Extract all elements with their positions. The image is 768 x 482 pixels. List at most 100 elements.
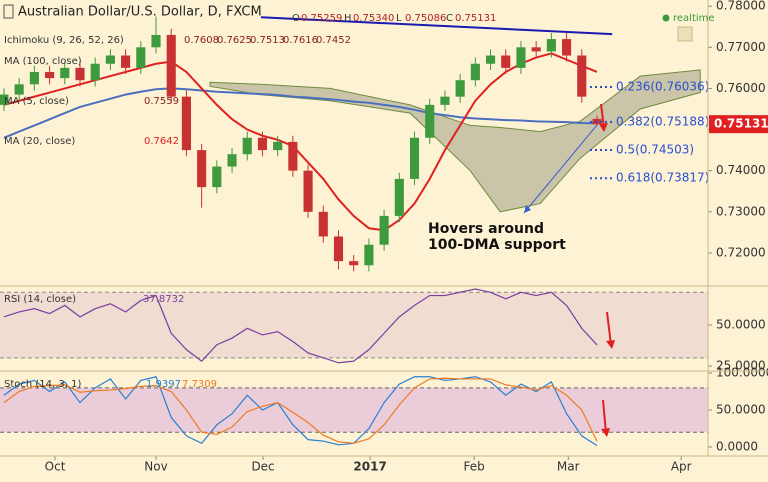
trendline bbox=[260, 16, 613, 36]
ohlc-value: 0.75340 bbox=[353, 13, 394, 24]
rsi-band bbox=[0, 292, 708, 358]
y-tick-label: 0.0000 bbox=[716, 440, 758, 454]
indicator-value: 0.7625 bbox=[217, 35, 252, 46]
candle-body bbox=[212, 166, 222, 188]
candle-body bbox=[105, 55, 115, 64]
candle-body bbox=[166, 34, 176, 97]
candle-body bbox=[227, 154, 237, 167]
indicator-value: 0.7616 bbox=[283, 35, 318, 46]
candle-body bbox=[546, 39, 556, 52]
candle-body bbox=[379, 215, 389, 245]
ohlc-name: L bbox=[396, 13, 402, 24]
candle-body bbox=[333, 236, 344, 262]
candle-body bbox=[273, 141, 283, 151]
candle-body bbox=[318, 211, 328, 237]
candle-body bbox=[288, 141, 298, 171]
indicator-value: 0.7559 bbox=[144, 96, 179, 107]
status-dot bbox=[662, 14, 670, 22]
y-tick-label: 0.78000 bbox=[716, 0, 766, 13]
candle-body bbox=[14, 84, 24, 95]
candle-body bbox=[516, 47, 526, 68]
candle-body bbox=[425, 104, 435, 138]
x-tick-label: 2017 bbox=[353, 460, 386, 474]
candle-body bbox=[531, 47, 541, 52]
x-tick-label: Mar bbox=[557, 460, 580, 474]
indicator-label: MA (100, close) bbox=[4, 56, 82, 67]
candle-body bbox=[409, 137, 420, 179]
candle-body bbox=[242, 137, 252, 155]
symbol-icon[interactable] bbox=[3, 4, 14, 19]
indicator-value: 0.7608 bbox=[184, 35, 219, 46]
red-arrow bbox=[602, 399, 607, 434]
candle-body bbox=[181, 96, 191, 151]
candle-body bbox=[136, 47, 146, 68]
candle-body bbox=[349, 261, 359, 266]
x-tick-label: Dec bbox=[251, 460, 274, 474]
arrow-head bbox=[606, 340, 615, 349]
y-tick-label: 0.73000 bbox=[716, 204, 766, 218]
ohlc-value: 0.75086 bbox=[405, 13, 446, 24]
candle-body bbox=[75, 67, 85, 81]
chart-title: Australian Dollar/U.S. Dollar, D, FXCM bbox=[18, 5, 262, 20]
rsi-line bbox=[3, 288, 598, 364]
annotation-arrow bbox=[523, 124, 598, 214]
ohlc-name: C bbox=[446, 13, 453, 24]
fib-label: 0.382(0.75188) bbox=[616, 114, 709, 128]
candle-body bbox=[440, 96, 450, 105]
indicator-label: MA (20, close) bbox=[4, 136, 75, 147]
indicator-value: 1.9397 bbox=[146, 379, 181, 390]
indicator-label: MA (5, close) bbox=[4, 96, 69, 107]
arrow-head bbox=[599, 123, 608, 132]
fib-label: 0.5(0.74503) bbox=[616, 142, 694, 156]
candle-body bbox=[470, 63, 480, 81]
arrow-head bbox=[601, 428, 610, 437]
candle-body bbox=[485, 55, 496, 64]
stoch-band bbox=[0, 387, 708, 433]
indicator-label: RSI (14, close) bbox=[4, 294, 76, 305]
ohlc-name: O bbox=[292, 13, 300, 24]
y-tick-label: 0.77000 bbox=[716, 40, 766, 54]
y-tick-label: 0.74000 bbox=[716, 163, 766, 177]
candle-body bbox=[0, 94, 9, 105]
indicator-value: 0.7452 bbox=[316, 35, 351, 46]
candle-body bbox=[303, 170, 313, 212]
arrow-head bbox=[524, 205, 531, 213]
y-tick-label: 0.76000 bbox=[716, 81, 766, 95]
candle-body bbox=[394, 178, 404, 216]
indicator-value: 0.7642 bbox=[144, 136, 179, 147]
candle-body bbox=[577, 55, 587, 97]
ohlc-name: H bbox=[344, 13, 352, 24]
stoch-line bbox=[3, 376, 598, 447]
y-tick-label: 50.0000 bbox=[716, 318, 766, 332]
indicator-label: Stoch (14, 3, 1) bbox=[4, 379, 81, 390]
x-tick-label: Feb bbox=[464, 460, 485, 474]
candle-body bbox=[121, 55, 131, 68]
price-tag bbox=[709, 115, 768, 134]
red-arrow bbox=[606, 311, 612, 346]
y-tick-label: 25.0000 bbox=[716, 359, 766, 373]
candle-body bbox=[60, 67, 70, 79]
price-tag-label: 0.75131 bbox=[714, 117, 768, 131]
x-tick-label: Nov bbox=[144, 460, 167, 474]
ohlc-value: 0.75259 bbox=[301, 13, 342, 24]
moving-average bbox=[3, 87, 598, 139]
candle-body bbox=[45, 71, 55, 79]
candle-body bbox=[455, 80, 465, 97]
candle-body bbox=[501, 55, 511, 68]
candle-body bbox=[197, 150, 207, 188]
stoch-line bbox=[3, 377, 598, 444]
fib-label: 0.236(0.76036) bbox=[616, 79, 709, 93]
annotation: 100-DMA support bbox=[428, 237, 566, 253]
x-tick-label: Oct bbox=[45, 460, 66, 474]
fib-label: 0.618(0.73817) bbox=[616, 171, 709, 185]
indicator-value: 0.7513 bbox=[250, 35, 285, 46]
candle-body bbox=[562, 39, 572, 56]
settings-button[interactable] bbox=[677, 26, 693, 42]
x-tick-label: Apr bbox=[671, 460, 692, 474]
annotation: Hovers around bbox=[428, 221, 544, 237]
indicator-value: 37.8732 bbox=[143, 294, 184, 305]
moving-average bbox=[3, 52, 598, 232]
y-tick-label: 100.0000 bbox=[716, 366, 768, 380]
